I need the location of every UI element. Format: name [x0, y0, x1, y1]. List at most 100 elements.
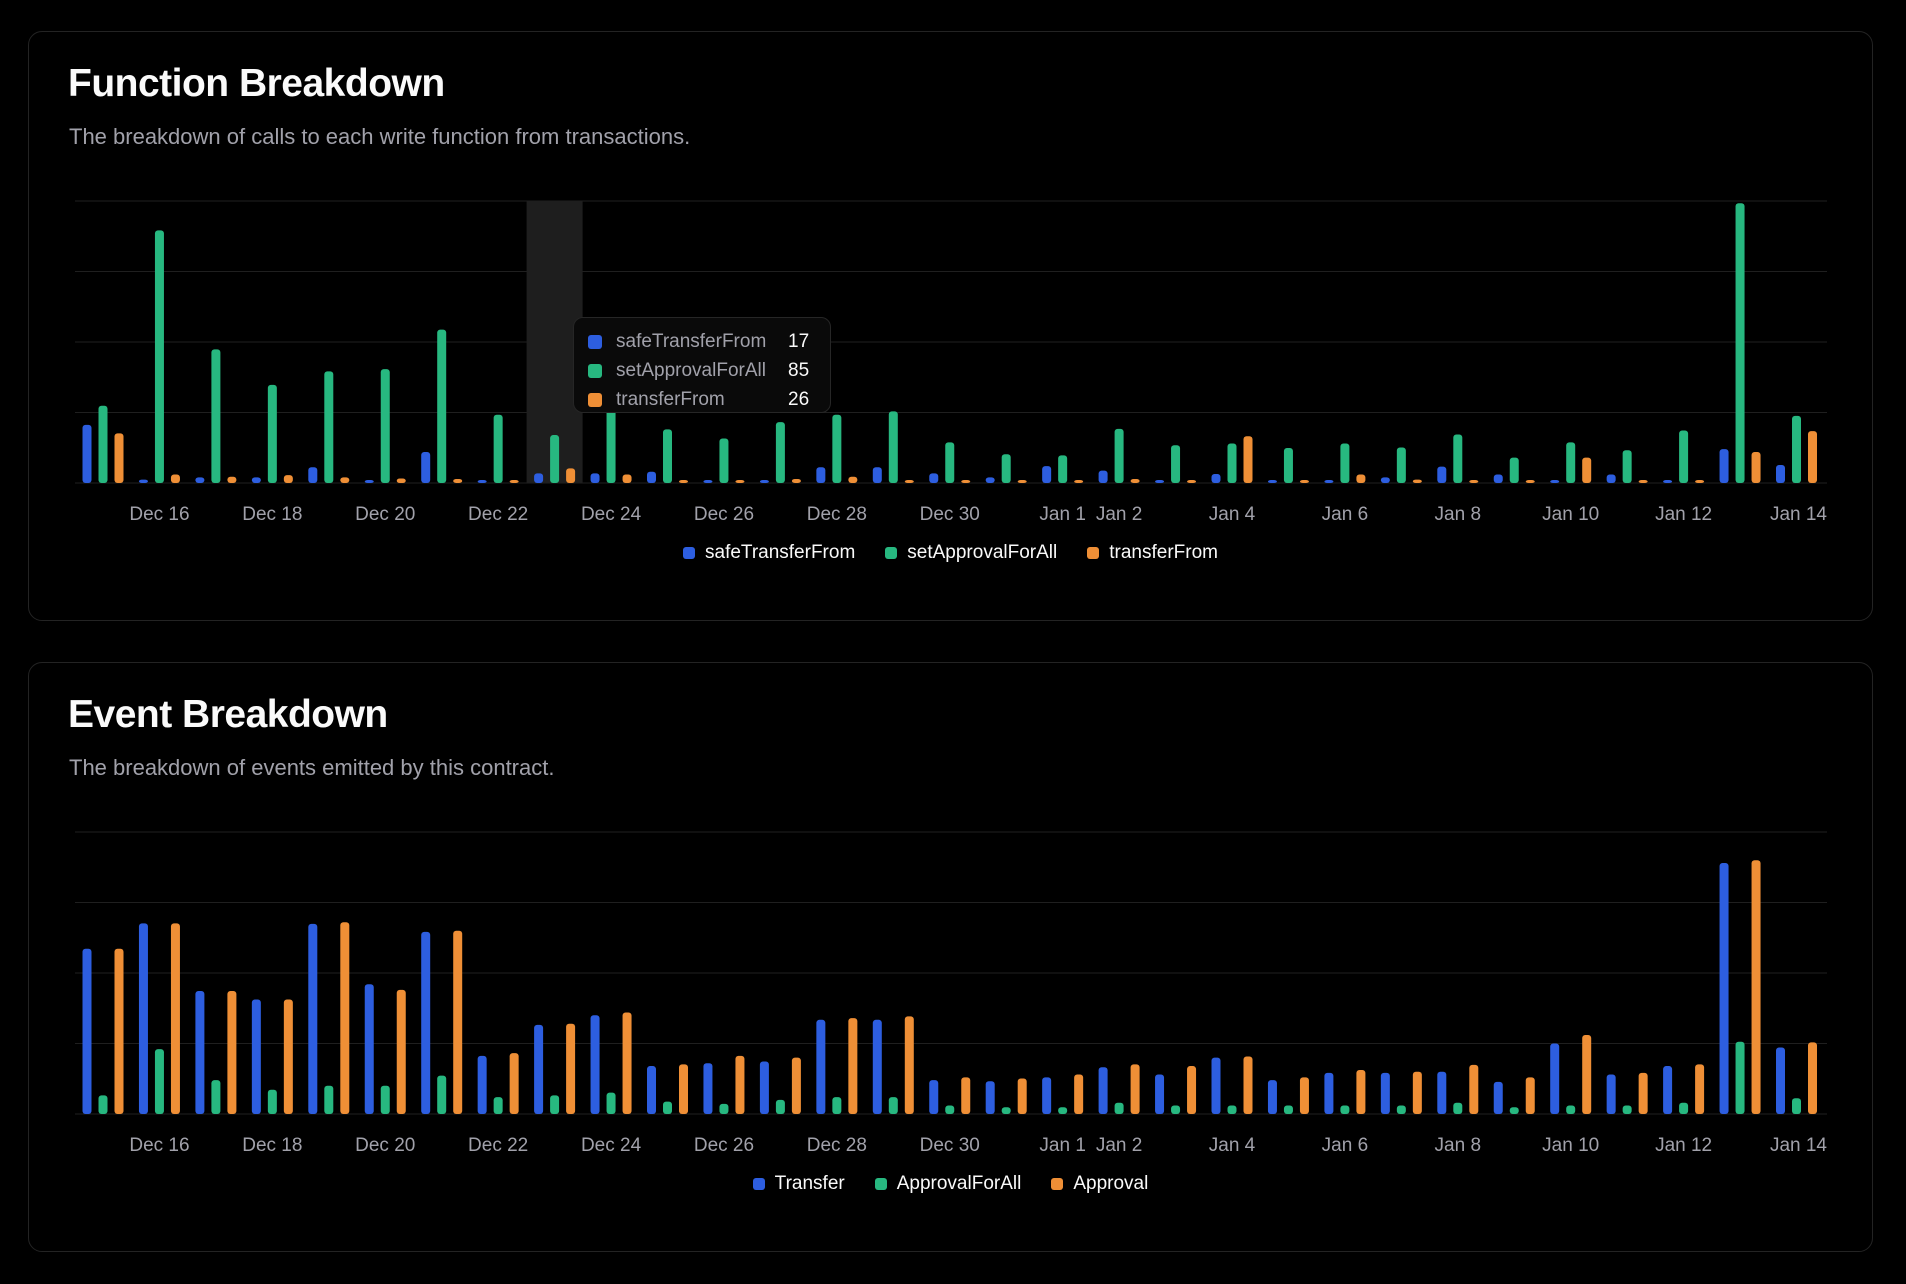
bar-transferfrom-jan-13[interactable]: [1751, 451, 1761, 483]
bar-transfer-dec-16[interactable]: [138, 923, 148, 1114]
bar-approvalforall-jan-5[interactable]: [1283, 1105, 1293, 1114]
bar-transfer-dec-19[interactable]: [308, 923, 318, 1114]
bar-setapprovalforall-dec-31[interactable]: [1001, 454, 1011, 483]
bar-safetransferfrom-dec-17[interactable]: [195, 477, 205, 483]
bar-safetransferfrom-dec-20[interactable]: [364, 480, 374, 483]
bar-transfer-jan-7[interactable]: [1380, 1072, 1390, 1114]
bar-safetransferfrom-jan-7[interactable]: [1380, 477, 1390, 483]
bar-setapprovalforall-dec-25[interactable]: [663, 429, 672, 483]
bar-transferfrom-jan-7[interactable]: [1412, 479, 1422, 483]
bar-approvalforall-dec-20[interactable]: [380, 1085, 390, 1114]
bar-approvalforall-dec-19[interactable]: [324, 1085, 334, 1114]
bar-transfer-dec-27[interactable]: [759, 1061, 769, 1114]
bar-transferfrom-jan-10[interactable]: [1582, 457, 1592, 483]
bar-transferfrom-jan-9[interactable]: [1525, 480, 1535, 483]
bar-transferfrom-dec-18[interactable]: [283, 475, 293, 483]
legend-item-transfer[interactable]: Transfer: [752, 1173, 845, 1195]
bar-transfer-dec-20[interactable]: [364, 984, 374, 1114]
bar-approval-dec-20[interactable]: [396, 989, 406, 1114]
bar-setapprovalforall-dec-29[interactable]: [888, 411, 898, 483]
bar-setapprovalforall-jan-10[interactable]: [1566, 442, 1576, 483]
bar-setapprovalforall-jan-1[interactable]: [1058, 455, 1068, 483]
bar-transfer-jan-10[interactable]: [1550, 1043, 1560, 1115]
bar-safetransferfrom-dec-21[interactable]: [421, 451, 431, 483]
bar-approvalforall-jan-3[interactable]: [1171, 1105, 1181, 1114]
bar-setapprovalforall-jan-11[interactable]: [1622, 450, 1632, 483]
bar-transfer-dec-25[interactable]: [647, 1066, 656, 1114]
bar-safetransferfrom-jan-1[interactable]: [1042, 466, 1052, 483]
bar-transferfrom-jan-1[interactable]: [1074, 480, 1084, 483]
bar-transfer-jan-8[interactable]: [1437, 1071, 1447, 1114]
bar-setapprovalforall-jan-4[interactable]: [1227, 443, 1237, 483]
bar-transfer-dec-22[interactable]: [477, 1055, 487, 1114]
bar-setapprovalforall-jan-9[interactable]: [1509, 457, 1519, 483]
bar-safetransferfrom-jan-5[interactable]: [1267, 480, 1277, 483]
bar-transferfrom-dec-28[interactable]: [848, 476, 858, 483]
legend-item-approval[interactable]: Approval: [1051, 1173, 1148, 1195]
bar-safetransferfrom-jan-4[interactable]: [1211, 473, 1221, 483]
bar-transferfrom-dec-25[interactable]: [679, 480, 688, 483]
bar-transferfrom-dec-16[interactable]: [170, 474, 180, 483]
bar-approvalforall-dec-30[interactable]: [945, 1105, 955, 1114]
bar-safetransferfrom-jan-3[interactable]: [1155, 480, 1165, 483]
bar-approval-dec-16[interactable]: [170, 923, 180, 1114]
bar-transfer-dec-18[interactable]: [251, 999, 261, 1114]
bar-approvalforall-jan-6[interactable]: [1340, 1105, 1350, 1114]
bar-approval-jan-9[interactable]: [1525, 1077, 1535, 1114]
bar-setapprovalforall-dec-22[interactable]: [493, 414, 503, 483]
bar-setapprovalforall-jan-12[interactable]: [1679, 430, 1689, 483]
bar-transferfrom-jan-6[interactable]: [1356, 474, 1366, 483]
bar-setapprovalforall-dec-17[interactable]: [211, 349, 221, 483]
bar-approvalforall-jan-11[interactable]: [1622, 1105, 1632, 1114]
bar-approvalforall-jan-13[interactable]: [1735, 1041, 1745, 1114]
bar-approvalforall-dec-26[interactable]: [719, 1103, 729, 1114]
bar-approvalforall-dec-21[interactable]: [437, 1075, 447, 1114]
bar-transferfrom-dec-19[interactable]: [340, 477, 350, 483]
legend-item-safetransferfrom[interactable]: safeTransferFrom: [683, 542, 855, 564]
bar-transferfrom-jan-2[interactable]: [1130, 479, 1140, 483]
bar-approvalforall-jan-7[interactable]: [1396, 1105, 1406, 1114]
bar-safetransferfrom-jan-8[interactable]: [1437, 466, 1447, 483]
bar-transfer-jan-9[interactable]: [1493, 1081, 1503, 1114]
bar-approvalforall-jan-2[interactable]: [1114, 1102, 1124, 1114]
bar-approval-jan-11[interactable]: [1638, 1072, 1648, 1114]
bar-approvalforall-dec-22[interactable]: [493, 1097, 503, 1114]
bar-transferfrom-dec-24[interactable]: [622, 474, 632, 483]
bar-safetransferfrom-dec-30[interactable]: [929, 473, 939, 483]
bar-approvalforall-jan-12[interactable]: [1679, 1102, 1689, 1114]
bar-approval-dec-22[interactable]: [509, 1053, 519, 1114]
bar-setapprovalforall-dec-20[interactable]: [380, 369, 390, 483]
bar-approvalforall-dec-24[interactable]: [606, 1092, 616, 1114]
legend-item-setapprovalforall[interactable]: setApprovalForAll: [885, 542, 1057, 564]
bar-transferfrom-jan-11[interactable]: [1638, 480, 1648, 483]
bar-safetransferfrom-dec-25[interactable]: [647, 471, 656, 483]
bar-approvalforall-dec-17[interactable]: [211, 1080, 221, 1114]
bar-transferfrom-jan-3[interactable]: [1187, 480, 1197, 483]
bar-approval-dec-29[interactable]: [904, 1016, 914, 1114]
bar-approvalforall-jan-1[interactable]: [1058, 1107, 1068, 1114]
bar-approvalforall-dec-18[interactable]: [267, 1089, 277, 1114]
bar-transfer-dec-31[interactable]: [985, 1081, 995, 1114]
bar-transferfrom-dec-22[interactable]: [509, 480, 519, 483]
bar-transferfrom-dec-29[interactable]: [904, 480, 914, 483]
bar-transfer-dec-15[interactable]: [82, 948, 92, 1114]
bar-approval-dec-17[interactable]: [227, 991, 237, 1114]
bar-safetransferfrom-jan-10[interactable]: [1550, 480, 1560, 483]
bar-setapprovalforall-dec-19[interactable]: [324, 371, 334, 483]
bar-transfer-jan-2[interactable]: [1098, 1067, 1108, 1114]
bar-transfer-jan-1[interactable]: [1042, 1077, 1052, 1114]
bar-setapprovalforall-dec-26[interactable]: [719, 438, 729, 483]
bar-approval-dec-30[interactable]: [961, 1077, 971, 1114]
legend-item-transferfrom[interactable]: transferFrom: [1087, 542, 1218, 564]
bar-safetransferfrom-dec-23[interactable]: [534, 473, 544, 483]
bar-safetransferfrom-jan-14[interactable]: [1776, 464, 1785, 483]
bar-approval-dec-24[interactable]: [622, 1012, 632, 1114]
bar-setapprovalforall-jan-3[interactable]: [1171, 445, 1181, 483]
bar-approvalforall-dec-31[interactable]: [1001, 1107, 1011, 1114]
bar-safetransferfrom-dec-28[interactable]: [816, 467, 826, 483]
bar-transfer-jan-6[interactable]: [1324, 1072, 1334, 1114]
bar-transferfrom-dec-26[interactable]: [735, 480, 745, 483]
bar-approval-dec-31[interactable]: [1017, 1078, 1027, 1114]
bar-setapprovalforall-jan-8[interactable]: [1453, 434, 1463, 483]
bar-transfer-jan-11[interactable]: [1606, 1074, 1616, 1114]
